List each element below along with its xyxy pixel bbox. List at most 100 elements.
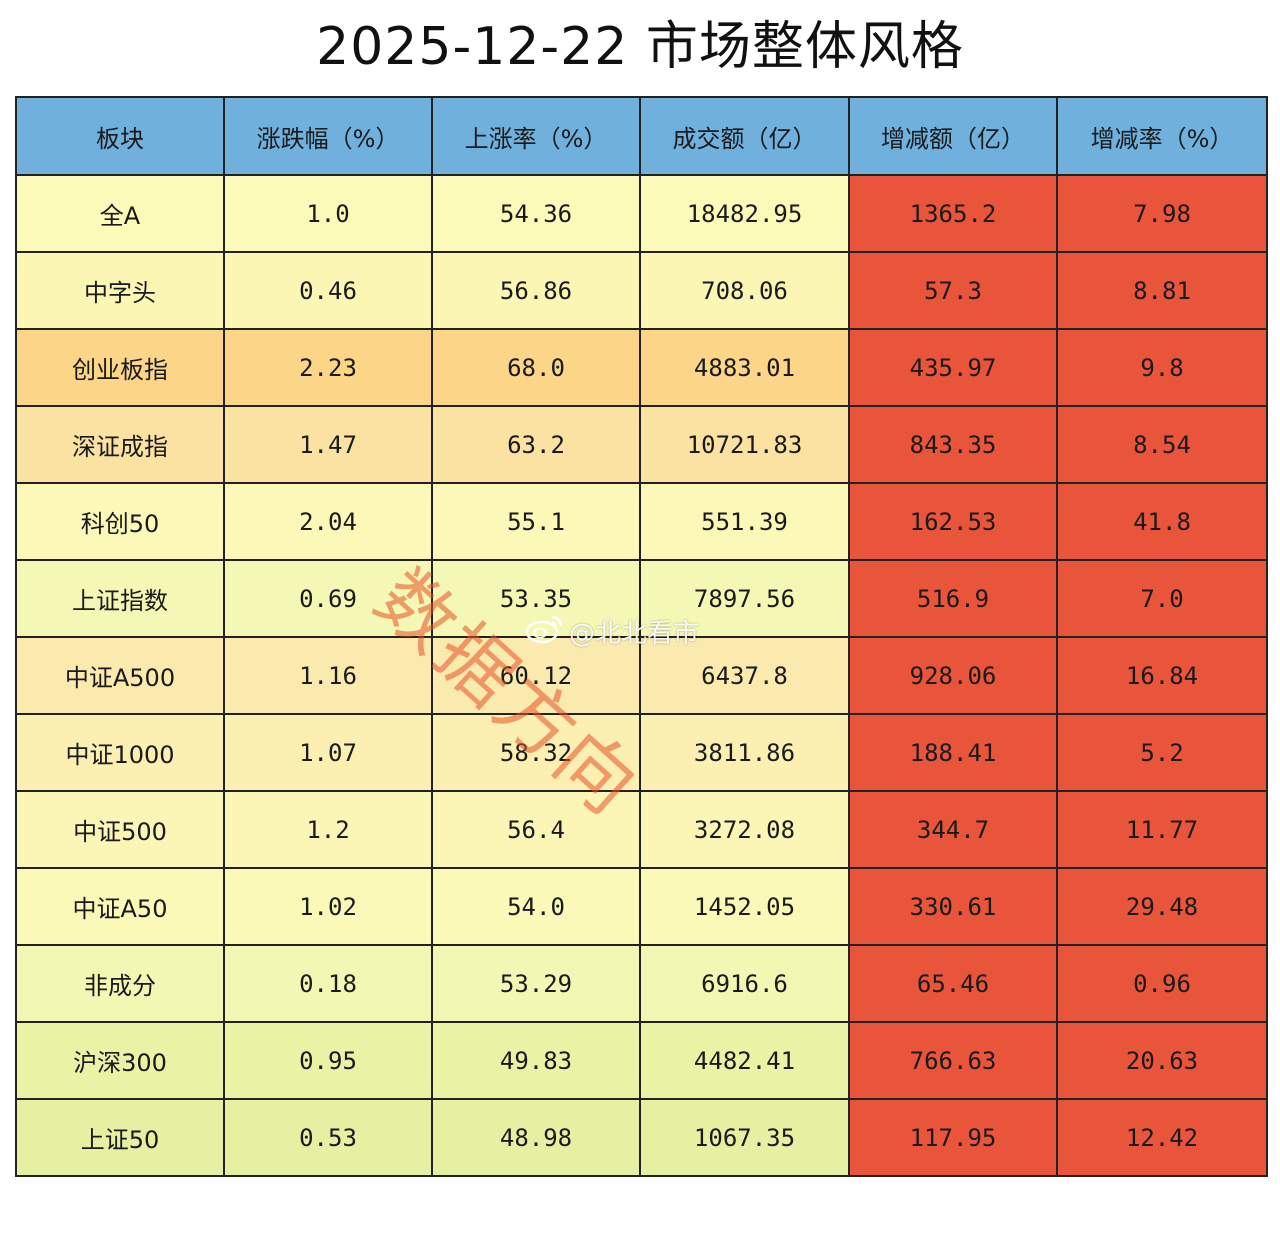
cell-sector: 中证A500 [15, 636, 225, 715]
cell-change: 1.07 [223, 713, 433, 792]
cell-change: 0.69 [223, 559, 433, 638]
cell-change: 0.95 [223, 1021, 433, 1100]
cell-delta-rate: 8.54 [1056, 405, 1268, 484]
cell-up-rate: 56.4 [431, 790, 641, 869]
cell-delta-rate: 0.96 [1056, 944, 1268, 1023]
table-row: 科创50 2.04 55.1 551.39 162.53 41.8 [15, 482, 1268, 561]
cell-sector: 中证500 [15, 790, 225, 869]
cell-delta: 117.95 [848, 1098, 1058, 1177]
cell-delta-rate: 11.77 [1056, 790, 1268, 869]
cell-change: 2.23 [223, 328, 433, 407]
cell-delta: 188.41 [848, 713, 1058, 792]
table-row: 中证A500 1.16 60.12 6437.8 928.06 16.84 [15, 636, 1268, 715]
table-row: 中字头 0.46 56.86 708.06 57.3 8.81 [15, 251, 1268, 330]
table-row: 非成分 0.18 53.29 6916.6 65.46 0.96 [15, 944, 1268, 1023]
cell-up-rate: 56.86 [431, 251, 641, 330]
table-row: 中证500 1.2 56.4 3272.08 344.7 11.77 [15, 790, 1268, 869]
cell-delta-rate: 20.63 [1056, 1021, 1268, 1100]
cell-delta-rate: 7.98 [1056, 174, 1268, 253]
cell-turnover: 4883.01 [639, 328, 850, 407]
cell-up-rate: 58.32 [431, 713, 641, 792]
cell-sector: 创业板指 [15, 328, 225, 407]
column-header-delta-rate: 增减率（%） [1056, 96, 1268, 176]
cell-delta: 516.9 [848, 559, 1058, 638]
table-row: 沪深300 0.95 49.83 4482.41 766.63 20.63 [15, 1021, 1268, 1100]
cell-change: 2.04 [223, 482, 433, 561]
cell-change: 1.02 [223, 867, 433, 946]
cell-delta: 65.46 [848, 944, 1058, 1023]
cell-delta: 843.35 [848, 405, 1058, 484]
cell-delta-rate: 41.8 [1056, 482, 1268, 561]
cell-delta: 435.97 [848, 328, 1058, 407]
cell-change: 0.53 [223, 1098, 433, 1177]
cell-delta: 57.3 [848, 251, 1058, 330]
cell-sector: 科创50 [15, 482, 225, 561]
weibo-logo-icon [525, 612, 565, 651]
cell-up-rate: 60.12 [431, 636, 641, 715]
table-header-row: 板块 涨跌幅（%） 上涨率（%） 成交额（亿） 增减额（亿） 增减率（%） [15, 96, 1268, 176]
cell-turnover: 1067.35 [639, 1098, 850, 1177]
cell-up-rate: 54.0 [431, 867, 641, 946]
cell-turnover: 7897.56 [639, 559, 850, 638]
cell-up-rate: 53.29 [431, 944, 641, 1023]
cell-delta-rate: 9.8 [1056, 328, 1268, 407]
cell-delta: 1365.2 [848, 174, 1058, 253]
cell-delta-rate: 29.48 [1056, 867, 1268, 946]
column-header-change: 涨跌幅（%） [223, 96, 433, 176]
cell-delta: 928.06 [848, 636, 1058, 715]
column-header-turnover: 成交额（亿） [639, 96, 850, 176]
table-body: 全A 1.0 54.36 18482.95 1365.2 7.98 中字头 0.46 56.86… [15, 174, 1268, 1177]
table-row: 创业板指 2.23 68.0 4883.01 435.97 9.8 [15, 328, 1268, 407]
cell-delta: 766.63 [848, 1021, 1058, 1100]
cell-delta: 344.7 [848, 790, 1058, 869]
cell-up-rate: 68.0 [431, 328, 641, 407]
cell-sector: 全A [15, 174, 225, 253]
cell-sector: 深证成指 [15, 405, 225, 484]
cell-turnover: 6916.6 [639, 944, 850, 1023]
weibo-handle: @北北看市 [569, 619, 700, 649]
column-header-sector: 板块 [15, 96, 225, 176]
cell-turnover: 10721.83 [639, 405, 850, 484]
page-title: 2025-12-22 市场整体风格 [316, 17, 964, 77]
cell-change: 0.18 [223, 944, 433, 1023]
cell-change: 1.0 [223, 174, 433, 253]
cell-turnover: 3811.86 [639, 713, 850, 792]
cell-turnover: 4482.41 [639, 1021, 850, 1100]
cell-sector: 上证50 [15, 1098, 225, 1177]
cell-change: 1.2 [223, 790, 433, 869]
cell-up-rate: 55.1 [431, 482, 641, 561]
table-row: 全A 1.0 54.36 18482.95 1365.2 7.98 [15, 174, 1268, 253]
cell-up-rate: 54.36 [431, 174, 641, 253]
cell-delta: 162.53 [848, 482, 1058, 561]
cell-sector: 沪深300 [15, 1021, 225, 1100]
cell-delta-rate: 8.81 [1056, 251, 1268, 330]
table-row: 上证50 0.53 48.98 1067.35 117.95 12.42 [15, 1098, 1268, 1177]
cell-delta-rate: 5.2 [1056, 713, 1268, 792]
table-row: 中证A50 1.02 54.0 1452.05 330.61 29.48 [15, 867, 1268, 946]
cell-change: 0.46 [223, 251, 433, 330]
cell-turnover: 6437.8 [639, 636, 850, 715]
cell-sector: 中证1000 [15, 713, 225, 792]
weibo-watermark: @北北看市 [525, 612, 699, 651]
column-header-up-rate: 上涨率（%） [431, 96, 641, 176]
cell-up-rate: 49.83 [431, 1021, 641, 1100]
table-row: 中证1000 1.07 58.32 3811.86 188.41 5.2 [15, 713, 1268, 792]
cell-delta-rate: 12.42 [1056, 1098, 1268, 1177]
cell-sector: 中证A50 [15, 867, 225, 946]
cell-sector: 非成分 [15, 944, 225, 1023]
table-row: 深证成指 1.47 63.2 10721.83 843.35 8.54 [15, 405, 1268, 484]
market-style-table: 板块 涨跌幅（%） 上涨率（%） 成交额（亿） 增减额（亿） 增减率（%） 全A… [15, 96, 1268, 1177]
cell-turnover: 708.06 [639, 251, 850, 330]
cell-delta-rate: 7.0 [1056, 559, 1268, 638]
cell-up-rate: 48.98 [431, 1098, 641, 1177]
column-header-delta: 增减额（亿） [848, 96, 1058, 176]
table-row: 上证指数 0.69 53.35 7897.56 516.9 7.0 [15, 559, 1268, 638]
cell-up-rate: 53.35 [431, 559, 641, 638]
cell-turnover: 1452.05 [639, 867, 850, 946]
cell-turnover: 18482.95 [639, 174, 850, 253]
cell-turnover: 551.39 [639, 482, 850, 561]
cell-delta-rate: 16.84 [1056, 636, 1268, 715]
cell-turnover: 3272.08 [639, 790, 850, 869]
cell-delta: 330.61 [848, 867, 1058, 946]
cell-sector: 中字头 [15, 251, 225, 330]
